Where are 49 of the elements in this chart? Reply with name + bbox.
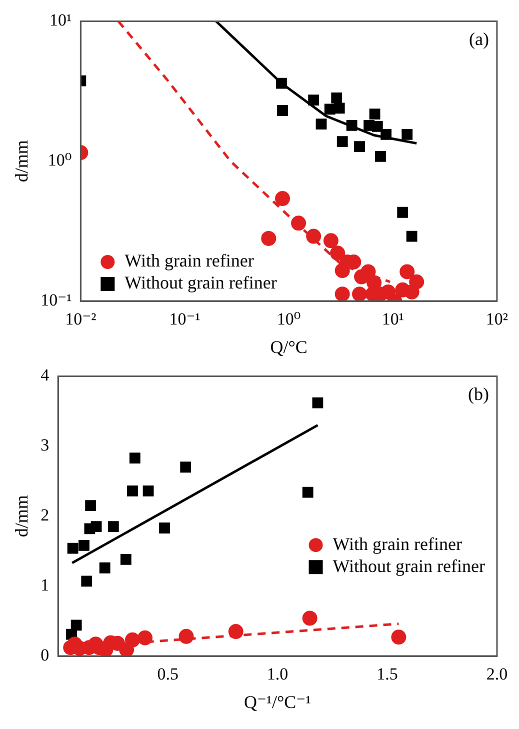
point	[67, 542, 78, 554]
x-tick-label: 1.5	[376, 664, 398, 684]
point	[85, 500, 96, 512]
y-tick-label: 3	[40, 436, 50, 455]
x-tick-label: 10⁻¹	[169, 310, 200, 329]
y-tick-label: 2	[40, 506, 50, 525]
legend-label: Without grain refiner	[124, 272, 277, 293]
y-tick-label: 4	[40, 366, 50, 385]
legend-label: With grain refiner	[332, 534, 462, 554]
x-axis-title: Q/°C	[270, 336, 308, 357]
point	[138, 630, 152, 646]
legend-label: With grain refiner	[124, 250, 254, 271]
point	[312, 397, 324, 408]
point	[124, 632, 140, 648]
x-tick-label: 10¹	[382, 310, 404, 329]
point	[178, 628, 194, 644]
point	[120, 554, 132, 565]
x-axis-title: Q⁻¹/°C⁻¹	[244, 692, 312, 712]
x-tick-label: 0.5	[157, 664, 178, 684]
x-tick-label: 10⁰	[276, 310, 301, 329]
y-tick-label: 1	[40, 576, 50, 595]
y-axis-title: d/mm	[12, 495, 32, 538]
point	[180, 462, 192, 473]
annotation: (a)	[468, 28, 489, 49]
point	[159, 522, 170, 534]
y-tick-label: 10¹	[50, 10, 72, 30]
point	[108, 521, 119, 532]
point	[70, 620, 82, 631]
point	[302, 610, 318, 626]
point	[78, 540, 90, 551]
point	[127, 485, 138, 496]
x-tick-label: 1.0	[266, 664, 288, 684]
point	[129, 452, 140, 464]
point	[142, 485, 154, 496]
y-axis-title: d/mm	[12, 140, 32, 182]
x-tick-label: 10⁻²	[65, 310, 96, 329]
point	[99, 562, 110, 574]
y-tick-label: 0	[40, 645, 50, 664]
x-tick-label: 2.0	[486, 664, 508, 684]
y-tick-label: 10⁰	[48, 150, 72, 170]
legend-label: Without grain refiner	[332, 556, 486, 576]
point	[391, 630, 406, 645]
point	[302, 486, 314, 498]
annotation: (b)	[468, 384, 489, 404]
x-tick-label: 10²	[486, 310, 508, 329]
point	[90, 521, 102, 532]
point	[81, 576, 92, 587]
point	[228, 624, 244, 640]
y-tick-label: 10⁻¹	[40, 290, 72, 310]
